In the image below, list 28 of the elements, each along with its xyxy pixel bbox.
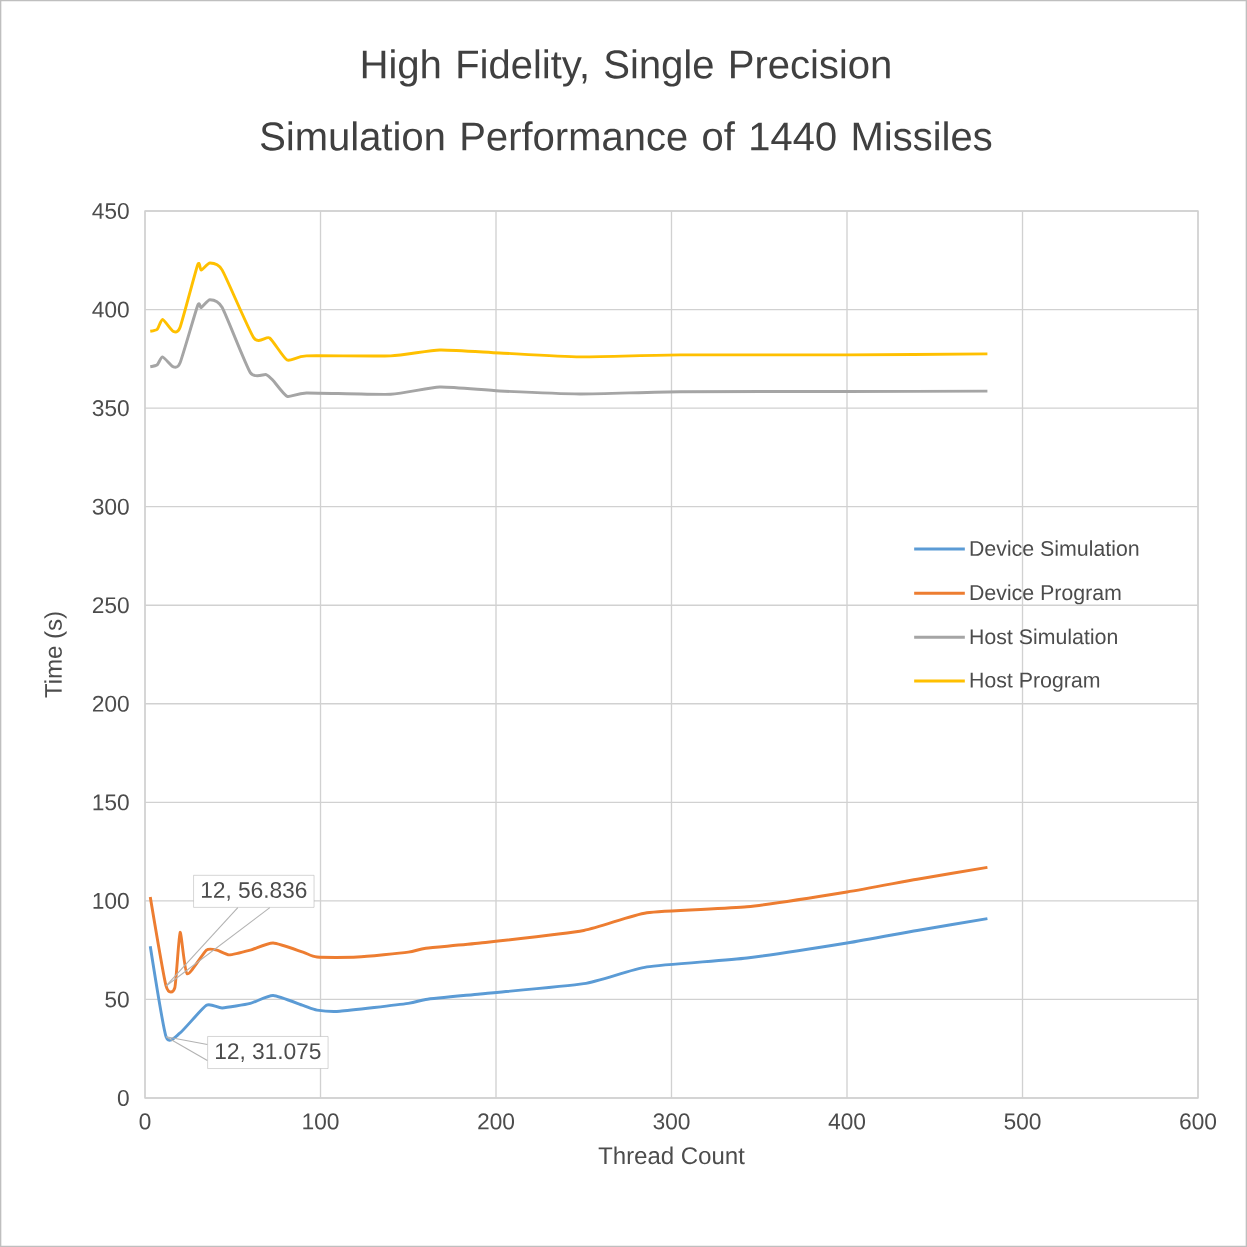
x-tick-label: 200 <box>478 1113 515 1130</box>
x-tick-label: 400 <box>828 1113 866 1130</box>
x-axis-title: Thread Count <box>598 1146 745 1165</box>
y-tick-label: 400 <box>92 301 129 318</box>
x-tick-label: 100 <box>303 1113 339 1130</box>
x-tick-label: 600 <box>1180 1113 1217 1130</box>
y-tick-label: 450 <box>92 202 129 220</box>
legend-label: Device Simulation <box>970 540 1139 557</box>
y-tick-label: 50 <box>105 991 129 1008</box>
y-tick-label: 200 <box>92 695 129 712</box>
y-tick-label: 300 <box>92 498 129 515</box>
chart-title: High Fidelity, Single Precision Simulation Performance of 1440 Missiles <box>261 49 992 151</box>
legend-label: Host Simulation <box>970 628 1117 645</box>
x-tick-label: 300 <box>653 1113 690 1130</box>
line-series <box>148 298 989 398</box>
legend-label: Device Program <box>970 584 1121 605</box>
y-tick-label: 350 <box>92 400 129 417</box>
x-tick-label: 500 <box>1004 1113 1041 1130</box>
y-tick-label: 100 <box>93 892 129 909</box>
line-series <box>148 261 989 362</box>
y-tick-label: 250 <box>92 597 129 614</box>
annotation: 12, 31.075 <box>216 1043 321 1062</box>
x-tick-label: 0 <box>139 1113 151 1130</box>
legend-label: Host Program <box>970 672 1100 692</box>
y-axis-title: Time (s) <box>44 612 67 698</box>
y-tick-label: 150 <box>93 794 129 811</box>
y-tick-label: 0 <box>117 1089 129 1107</box>
annotation: 12, 56.836 <box>201 881 307 901</box>
